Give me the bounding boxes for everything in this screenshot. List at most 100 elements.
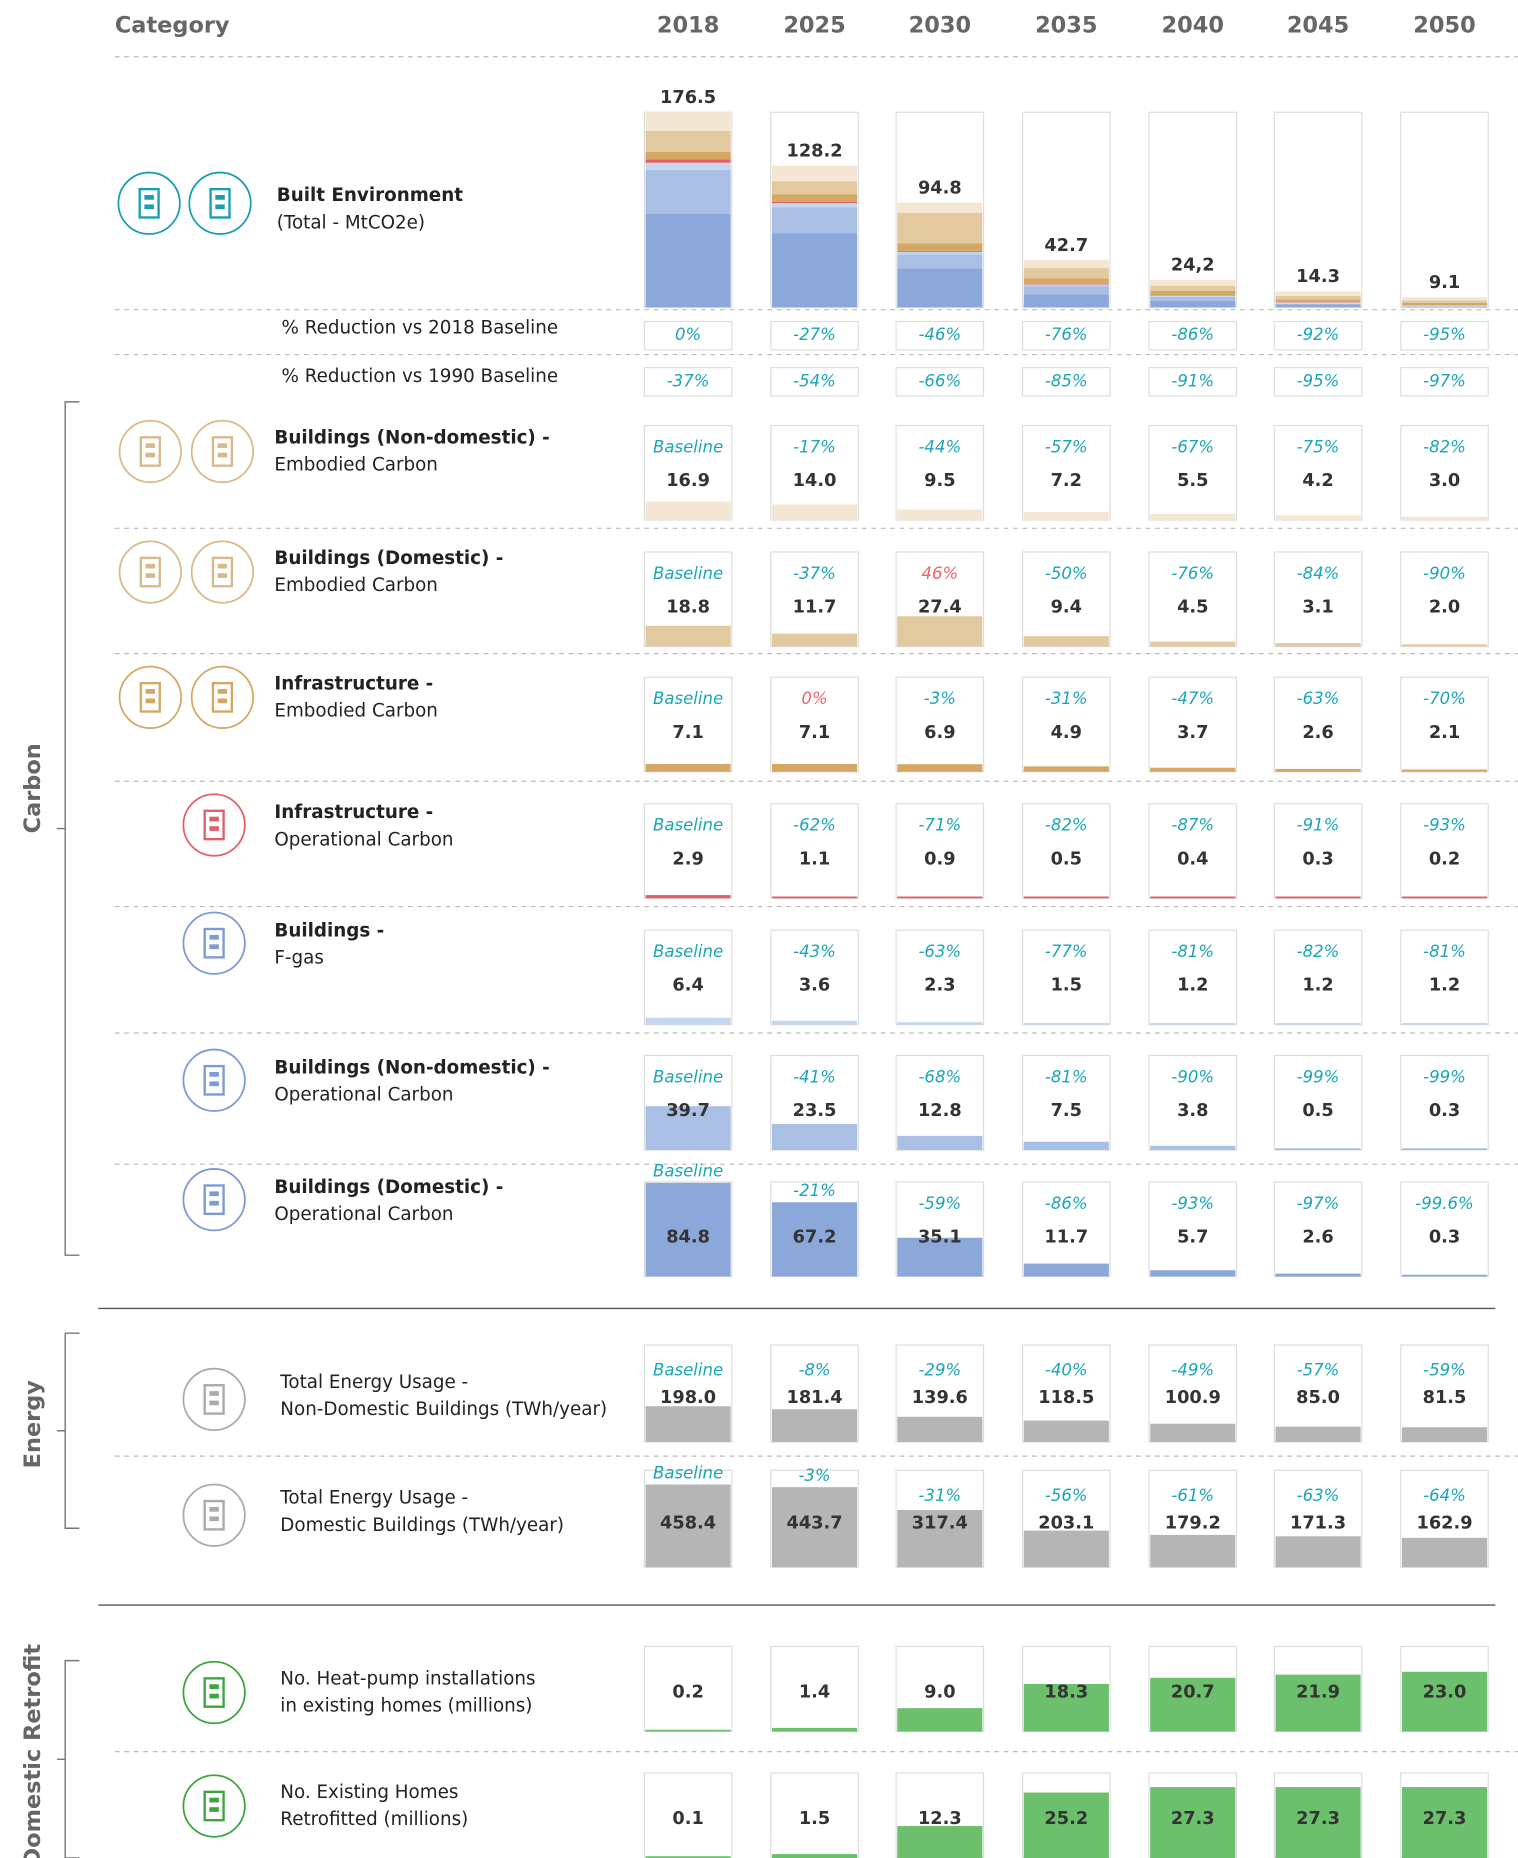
bracket <box>56 1332 80 1529</box>
icon-glyph <box>209 1506 219 1512</box>
bar <box>645 1406 731 1442</box>
change-label: -40% <box>1045 1361 1088 1380</box>
section-title: Energy <box>20 1380 46 1469</box>
icon-glyph <box>209 826 219 831</box>
bar-box <box>1148 551 1238 648</box>
reduction-box <box>643 320 733 351</box>
bar <box>772 1020 858 1025</box>
change-label: -76% <box>1171 564 1214 583</box>
bar-box <box>1400 1344 1489 1443</box>
value-label: 6.4 <box>672 976 703 996</box>
bar <box>772 1727 858 1732</box>
stack-segment <box>1401 302 1488 306</box>
value-label: 6.9 <box>924 723 955 743</box>
change-label: 46% <box>921 564 958 583</box>
value-label: 9.0 <box>924 1683 955 1703</box>
reduction-box <box>895 366 985 397</box>
bar-box <box>1273 929 1363 1026</box>
bar <box>772 1124 858 1151</box>
bar <box>645 1182 731 1277</box>
change-label: -77% <box>1045 942 1088 961</box>
change-label: -90% <box>1171 1067 1214 1086</box>
bar-box <box>643 929 733 1026</box>
reduction-box <box>1273 366 1363 397</box>
total-label: 128.2 <box>787 142 843 162</box>
value-label: 458.4 <box>660 1514 716 1534</box>
stack-segment <box>772 203 858 208</box>
value-label: 0.5 <box>1051 849 1082 869</box>
bar-box <box>770 1772 859 1858</box>
icon-glyph <box>145 452 156 458</box>
value-label: 0.3 <box>1302 849 1333 869</box>
value-label: 2.1 <box>1429 723 1460 743</box>
value-label: 7.1 <box>672 723 703 743</box>
bar <box>772 633 858 647</box>
bar <box>1401 769 1488 772</box>
stack-segment <box>1150 279 1236 286</box>
icon-glyph <box>209 1797 219 1803</box>
bar <box>645 501 731 521</box>
icon-glyph <box>217 452 228 458</box>
value-label: 12.3 <box>918 1809 962 1829</box>
stack-segment <box>897 243 983 251</box>
icon <box>188 171 252 235</box>
icon-glyph <box>139 556 161 588</box>
change-label: -63% <box>1297 689 1340 708</box>
bar <box>772 1202 858 1277</box>
stack-segment <box>772 233 858 308</box>
bar <box>1023 1530 1109 1568</box>
bar <box>645 1017 731 1025</box>
change-label: -99% <box>1423 1067 1466 1086</box>
value-label: 27.3 <box>1171 1809 1215 1829</box>
reduction-box <box>895 320 985 351</box>
bar-box <box>1148 803 1238 899</box>
bar-box <box>1021 929 1111 1026</box>
total-label: 14.3 <box>1296 267 1340 287</box>
stack-segment <box>1023 260 1109 269</box>
reduction-value: -76% <box>1045 325 1088 344</box>
bar-box <box>770 676 859 773</box>
icon-glyph <box>211 436 234 467</box>
bar-box <box>1400 1054 1489 1151</box>
icon-glyph <box>217 443 228 448</box>
value-label: 3.7 <box>1177 723 1208 743</box>
icon-glyph <box>209 1391 219 1396</box>
change-label: Baseline <box>653 1162 723 1181</box>
value-label: 100.9 <box>1165 1388 1221 1408</box>
reduction-value: -66% <box>918 371 961 390</box>
bar <box>1401 516 1488 521</box>
change-label: -86% <box>1045 1194 1088 1213</box>
icon-glyph <box>209 1072 219 1077</box>
change-label: -56% <box>1045 1486 1088 1505</box>
stack-segment <box>1023 294 1109 308</box>
change-label: -82% <box>1297 942 1340 961</box>
value-label: 18.3 <box>1044 1683 1088 1703</box>
change-label: -57% <box>1045 437 1088 456</box>
icon <box>190 665 255 729</box>
change-label: -81% <box>1423 942 1466 961</box>
stack-segment <box>645 162 731 170</box>
bar-box <box>1273 676 1363 773</box>
icon-glyph <box>203 809 225 841</box>
stack-segment <box>772 194 858 202</box>
icon <box>182 911 246 975</box>
value-label: 1.2 <box>1302 976 1333 996</box>
stack-segment <box>1023 286 1109 295</box>
bar-box <box>770 803 859 899</box>
icon-glyph <box>209 1081 219 1087</box>
bar-box <box>1021 803 1111 899</box>
bar <box>772 1409 858 1442</box>
bar <box>1023 766 1109 772</box>
stack-segment <box>897 254 983 269</box>
value-label: 0.3 <box>1429 1227 1460 1247</box>
reduction-value: 0% <box>675 325 701 344</box>
bar <box>897 616 983 647</box>
bar <box>1023 1683 1109 1732</box>
value-label: 2.6 <box>1302 723 1333 743</box>
icon-glyph <box>209 1693 219 1699</box>
icon <box>182 1483 246 1547</box>
bar <box>1023 1263 1109 1277</box>
change-label: -87% <box>1171 816 1214 835</box>
row-label: Embodied Carbon <box>274 455 437 476</box>
reduction-value: -86% <box>1171 325 1214 344</box>
